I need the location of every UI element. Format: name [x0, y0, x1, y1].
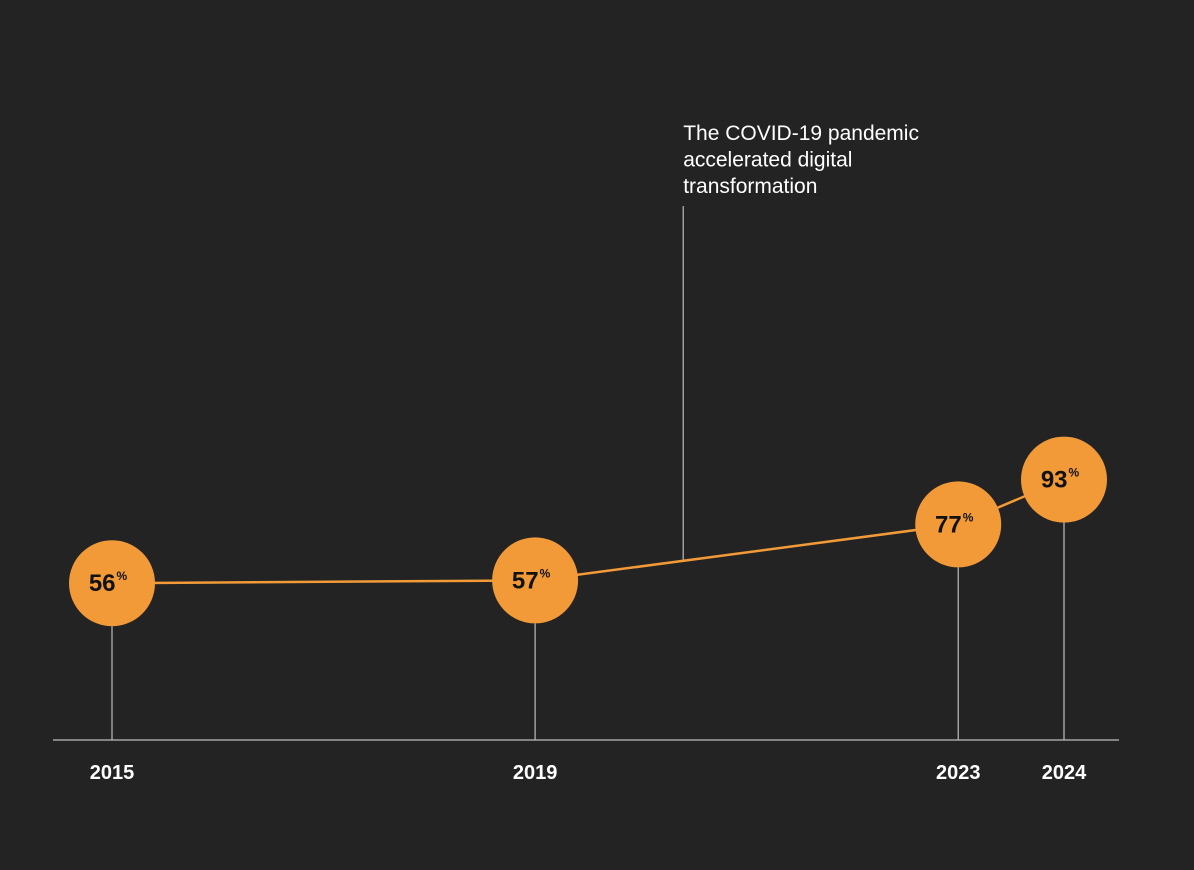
marker-2019 [492, 537, 579, 624]
marker-2023 [915, 481, 1002, 568]
series-line [111, 478, 1065, 585]
data-label-2019: 57% [512, 566, 551, 594]
series-line-group [111, 478, 1065, 585]
x-tick-label-2015: 2015 [90, 762, 135, 784]
data-label-2015: 56% [89, 569, 128, 597]
x-tick-label-2023: 2023 [936, 762, 981, 784]
guide-lines [111, 522, 1065, 740]
markers: 56% 57% 77% 93% [69, 436, 1107, 627]
x-tick-label-2024: 2024 [1042, 762, 1087, 784]
annotation: The COVID-19 pandemic accelerated digital… [682, 122, 919, 561]
data-label-2023: 77% [935, 510, 974, 538]
annotation-text-line-3: transformation [683, 175, 817, 198]
annotation-text-line-1: The COVID-19 pandemic [683, 122, 919, 145]
data-label-2024: 93% [1041, 466, 1080, 494]
x-tick-label-2019: 2019 [513, 762, 558, 784]
x-tick-labels: 2015 2019 2023 2024 [90, 762, 1087, 784]
marker-2015 [69, 540, 155, 627]
annotation-text-line-2: accelerated digital [683, 149, 852, 172]
marker-2024 [1021, 436, 1107, 523]
